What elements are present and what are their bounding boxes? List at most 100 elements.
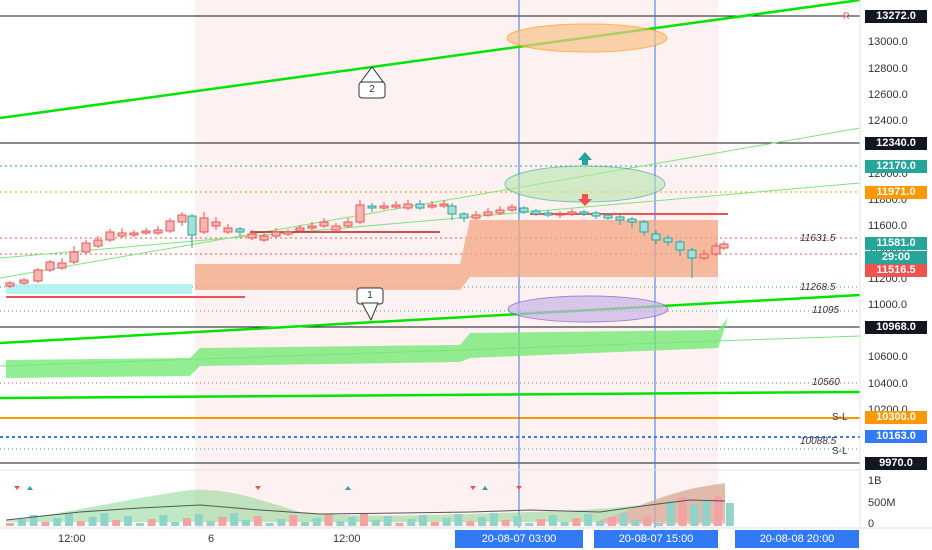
candle-body [471, 214, 481, 219]
time-axis-label: 6 [208, 533, 215, 545]
candle-body [495, 209, 505, 214]
candle-body [711, 245, 721, 255]
volume-bar [301, 522, 309, 526]
candle-body [247, 233, 257, 239]
volume-bar [242, 520, 250, 526]
price-axis-label: 12600.0 [868, 88, 908, 101]
candle-body [165, 220, 175, 232]
volume-bar [348, 517, 357, 526]
candle-body [117, 232, 127, 237]
price-axis-label: 12400.0 [868, 115, 908, 127]
candle-body [177, 214, 187, 223]
price-tag: 10163.0 [865, 430, 927, 443]
volume-bar [454, 514, 463, 526]
candle-body [271, 231, 281, 237]
candle-body [415, 203, 425, 209]
candle-body [33, 269, 43, 282]
volume-bar [112, 520, 121, 526]
callout-1-pointer [361, 302, 379, 322]
volume-bar [277, 519, 286, 526]
volume-bar [159, 515, 168, 526]
volume-bar [478, 517, 486, 526]
price-tag: 10968.0 [865, 321, 927, 334]
candle-body [105, 231, 115, 241]
volume-bar [489, 513, 498, 526]
volume-bar [88, 517, 97, 526]
candle-body [129, 232, 139, 236]
candle-body [687, 249, 697, 259]
channel-line-upper [0, 127, 861, 279]
volume-bar [65, 514, 73, 526]
candle-body [651, 233, 661, 241]
time-axis-badge: 20-08-08 20:00 [735, 530, 859, 548]
candle-body [543, 212, 553, 216]
price-tag: 11581.0 [865, 237, 927, 250]
time-axis-label: 12:00 [58, 533, 86, 545]
volume-bar [572, 518, 581, 526]
candle-body [447, 205, 457, 215]
callout-2-label: 2 [369, 84, 375, 95]
price-tag: 10300.0 [865, 411, 927, 424]
candle-body [663, 237, 673, 243]
candle-body [81, 242, 91, 253]
ellipse-orange [506, 23, 668, 53]
candle-body [675, 241, 685, 251]
trendline-1 [0, 293, 861, 345]
volume-bar [171, 522, 180, 526]
teal-zone [6, 284, 192, 294]
volume-bar [206, 521, 215, 526]
volume-bar [124, 516, 132, 526]
orange-zone [195, 220, 718, 290]
candle-body [141, 230, 151, 234]
volume-bar [584, 514, 593, 526]
volume-bar [596, 521, 604, 526]
candle-body [719, 243, 729, 249]
candle-body [223, 227, 233, 233]
price-tag: 9970.0 [865, 457, 927, 470]
volume-bar [442, 518, 451, 526]
volume-bar [336, 521, 345, 526]
arrow-up-marker [578, 152, 592, 160]
arrow-down-marker [578, 199, 592, 206]
candlestick-series [5, 200, 729, 288]
candle-body [45, 261, 55, 271]
volume-bar [407, 519, 416, 526]
candle-body [187, 215, 197, 236]
candle-body [343, 221, 353, 227]
candle-body [379, 205, 389, 209]
volume-axis-0: 0 [868, 518, 875, 530]
candle-body [153, 229, 163, 234]
candle-body [283, 231, 293, 235]
volume-bar [289, 515, 298, 526]
volume-bar [690, 504, 699, 526]
volume-bar [607, 517, 616, 526]
candle-body [531, 210, 541, 215]
candle-body [367, 205, 377, 209]
volume-bar [631, 520, 640, 526]
time-axis-badge: 20-08-07 15:00 [594, 530, 718, 548]
volume-bar [230, 513, 239, 526]
volume-axis-500m: 500M [868, 497, 896, 509]
volume-bar [430, 522, 439, 526]
candle-body [555, 213, 565, 216]
volume-bar [537, 519, 545, 526]
channel-line-lower [0, 335, 861, 367]
volume-bar [194, 514, 203, 526]
price-tag: 11971.0 [865, 186, 927, 199]
candle-body [199, 217, 209, 233]
price-axis-label: 13000.0 [868, 36, 908, 49]
price-axis-label: 10600.0 [868, 351, 908, 364]
price-tag: 29:00 [865, 251, 927, 264]
callout-1-label: 1 [367, 290, 373, 301]
price-tag: 13272.0 [865, 10, 927, 23]
candle-body [355, 204, 365, 223]
price-axis-label: 11000.0 [868, 298, 907, 311]
price-tag: 12340.0 [865, 137, 927, 150]
volume-bar [100, 513, 109, 526]
volume-bar [253, 516, 262, 526]
candle-body [235, 228, 245, 233]
volume-bar [17, 519, 26, 526]
trendline-lower [0, 390, 861, 400]
price-axis-label: 10400.0 [868, 377, 908, 390]
